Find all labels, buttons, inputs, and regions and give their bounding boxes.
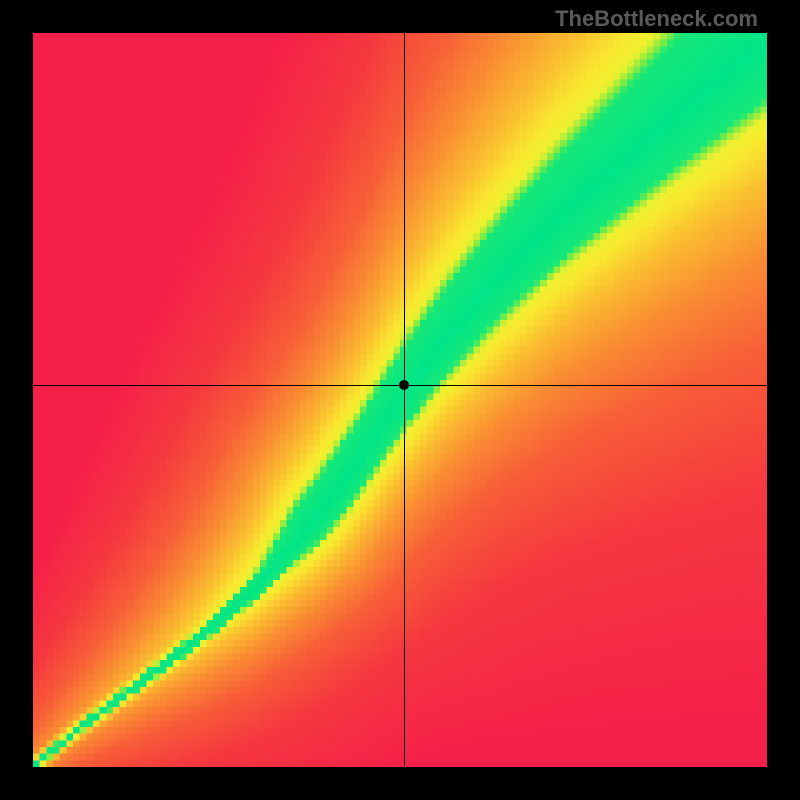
attribution-text: TheBottleneck.com [555, 6, 758, 32]
crosshair-vertical [404, 33, 405, 767]
heatmap-canvas [33, 33, 767, 767]
heatmap-plot [33, 33, 767, 767]
marker-dot [399, 380, 409, 390]
